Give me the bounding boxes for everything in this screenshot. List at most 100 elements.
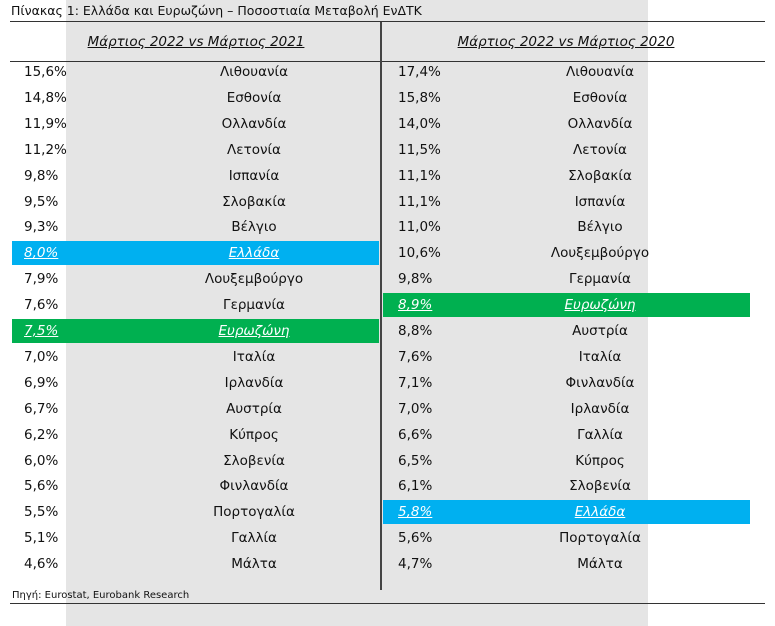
- table-row: 11,9% Ολλανδία 14,0% Ολλανδία: [0, 111, 775, 137]
- table-row: 9,3% Βέλγιο 11,0% Βέλγιο: [0, 214, 775, 240]
- left-value-cell: 5,1%: [24, 530, 59, 547]
- right-country-cell: Γαλλία: [577, 426, 623, 443]
- left-country-cell: Σλοβακία: [222, 193, 286, 210]
- right-value-cell: 7,1%: [398, 374, 433, 391]
- right-country-cell: Ιρλανδία: [570, 400, 630, 417]
- left-country-cell: Πορτογαλία: [213, 504, 295, 521]
- right-country-cell: Βέλγιο: [577, 219, 623, 236]
- left-value-cell: 7,9%: [24, 271, 59, 288]
- left-country-cell: Φινλανδία: [219, 478, 289, 495]
- left-value-cell: 11,2%: [24, 141, 67, 158]
- top-rule: [10, 21, 765, 22]
- right-country-cell: Σλοβακία: [568, 167, 632, 184]
- right-value-cell: 6,1%: [398, 478, 433, 495]
- right-country-cell: Ισπανία: [574, 193, 626, 210]
- left-country-cell: Εσθονία: [226, 89, 282, 106]
- table-row: 15,6% Λιθουανία 17,4% Λιθουανία: [0, 59, 775, 85]
- left-value-cell: 9,3%: [24, 219, 59, 236]
- table-row: 6,2% Κύπρος 6,6% Γαλλία: [0, 422, 775, 448]
- table-row: 9,8% Ισπανία 11,1% Σλοβακία: [0, 163, 775, 189]
- left-value-cell: 5,6%: [24, 478, 59, 495]
- right-country-cell: Ιταλία: [578, 348, 622, 365]
- table-row: 5,5% Πορτογαλία 5,8% Ελλάδα: [0, 499, 775, 525]
- left-country-cell: Λετονία: [227, 141, 281, 158]
- right-value-cell: 6,6%: [398, 426, 433, 443]
- left-country-cell: Ολλανδία: [221, 115, 287, 132]
- left-value-cell: 6,9%: [24, 374, 59, 391]
- left-country-cell: Ιταλία: [232, 348, 276, 365]
- right-row-highlight: [383, 293, 750, 318]
- right-country-cell: Φινλανδία: [565, 374, 635, 391]
- right-value-cell: 11,5%: [398, 141, 441, 158]
- right-value-cell: 7,0%: [398, 400, 433, 417]
- left-country-cell: Γερμανία: [223, 297, 285, 314]
- left-country-cell: Μάλτα: [231, 556, 277, 573]
- left-value-cell: 6,7%: [24, 400, 59, 417]
- left-country-cell: Αυστρία: [226, 400, 282, 417]
- right-value-cell: 17,4%: [398, 64, 441, 80]
- header-rule: [10, 61, 765, 62]
- table-row: 7,5% Ευρωζώνη 8,8% Αυστρία: [0, 318, 775, 344]
- table-row: 6,9% Ιρλανδία 7,1% Φινλανδία: [0, 370, 775, 396]
- left-value-cell: 9,5%: [24, 193, 59, 210]
- table-row: 6,7% Αυστρία 7,0% Ιρλανδία: [0, 396, 775, 422]
- left-country-cell: Ισπανία: [228, 167, 280, 184]
- right-value-cell: 8,8%: [398, 323, 433, 339]
- left-value-cell: 6,0%: [24, 452, 59, 469]
- right-value-cell: 14,0%: [398, 115, 441, 132]
- right-country-cell: Γερμανία: [569, 271, 631, 288]
- table-row: 7,0% Ιταλία 7,6% Ιταλία: [0, 344, 775, 370]
- left-value-cell: 8,0%: [24, 245, 59, 262]
- right-value-cell: 7,6%: [398, 348, 433, 365]
- table-row: 5,1% Γαλλία 5,6% Πορτογαλία: [0, 525, 775, 551]
- right-country-cell: Κύπρος: [575, 452, 625, 469]
- right-country-cell: Λιθουανία: [565, 64, 635, 80]
- table-row: 6,0% Σλοβενία 6,5% Κύπρος: [0, 448, 775, 474]
- left-value-cell: 4,6%: [24, 556, 59, 573]
- right-country-cell: Λετονία: [573, 141, 627, 158]
- table-row: 7,9% Λουξεμβούργο 9,8% Γερμανία: [0, 266, 775, 292]
- right-value-cell: 4,7%: [398, 556, 433, 573]
- right-value-cell: 8,9%: [398, 297, 433, 314]
- left-value-cell: 6,2%: [24, 426, 59, 443]
- right-value-cell: 10,6%: [398, 245, 441, 262]
- left-value-cell: 9,8%: [24, 167, 59, 184]
- left-value-cell: 7,6%: [24, 297, 59, 314]
- right-country-cell: Μάλτα: [577, 556, 623, 573]
- left-country-cell: Βέλγιο: [231, 219, 277, 236]
- left-country-cell: Γαλλία: [231, 530, 277, 547]
- left-country-cell: Ευρωζώνη: [218, 323, 290, 339]
- left-value-cell: 7,0%: [24, 348, 59, 365]
- right-value-cell: 11,0%: [398, 219, 441, 236]
- left-row-highlight: [12, 241, 379, 266]
- right-country-cell: Ολλανδία: [567, 115, 633, 132]
- left-country-cell: Ιρλανδία: [224, 374, 284, 391]
- right-value-cell: 11,1%: [398, 167, 441, 184]
- left-value-cell: 14,8%: [24, 89, 67, 106]
- left-column-header: Μάρτιος 2022 vs Μάρτιος 2021: [87, 34, 305, 50]
- table-row: 9,5% Σλοβακία 11,1% Ισπανία: [0, 189, 775, 215]
- left-value-cell: 5,5%: [24, 504, 59, 521]
- right-country-cell: Ελλάδα: [574, 504, 626, 521]
- right-country-cell: Σλοβενία: [569, 478, 631, 495]
- left-country-cell: Σλοβενία: [223, 452, 285, 469]
- right-country-cell: Αυστρία: [572, 323, 628, 339]
- right-row-highlight: [383, 500, 750, 525]
- right-country-cell: Πορτογαλία: [559, 530, 641, 547]
- left-country-cell: Λουξεμβούργο: [204, 271, 304, 288]
- right-value-cell: 5,8%: [398, 504, 433, 521]
- right-country-cell: Ευρωζώνη: [564, 297, 636, 314]
- left-value-cell: 15,6%: [24, 64, 67, 80]
- source-note: Πηγή: Eurostat, Eurobank Research: [12, 590, 190, 601]
- left-country-cell: Ελλάδα: [228, 245, 280, 262]
- right-value-cell: 11,1%: [398, 193, 441, 210]
- bottom-rule: [10, 603, 765, 604]
- column-divider: [380, 22, 382, 590]
- right-value-cell: 5,6%: [398, 530, 433, 547]
- left-row-highlight: [12, 319, 379, 343]
- right-country-cell: Εσθονία: [572, 89, 628, 106]
- table-caption: Πίνακας 1: Ελλάδα και Ευρωζώνη – Ποσοστι…: [11, 3, 422, 18]
- left-value-cell: 7,5%: [24, 323, 59, 339]
- table-row: 4,6% Μάλτα 4,7% Μάλτα: [0, 551, 775, 577]
- left-value-cell: 11,9%: [24, 115, 67, 132]
